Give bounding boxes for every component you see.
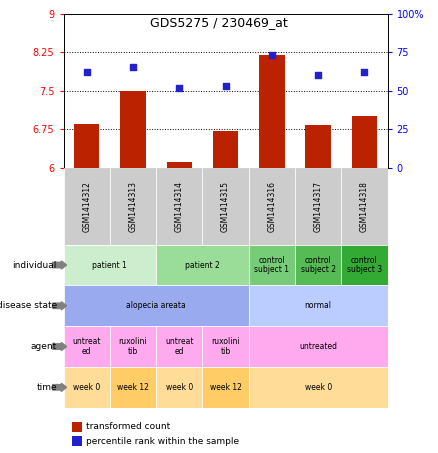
Point [176,84,183,91]
Text: week 12: week 12 [117,383,149,392]
Text: week 12: week 12 [210,383,241,392]
Text: GSM1414312: GSM1414312 [82,181,91,231]
Text: GSM1414316: GSM1414316 [267,181,276,231]
Bar [64,367,110,408]
Text: week 0: week 0 [166,383,193,392]
Bar [295,168,341,245]
Bar [341,245,388,285]
Text: time: time [36,383,57,392]
Text: control
subject 3: control subject 3 [347,255,382,275]
Text: normal: normal [305,301,332,310]
Bar [156,245,249,285]
Text: untreated: untreated [299,342,337,351]
Bar [110,326,156,367]
Bar [202,367,249,408]
Text: GSM1414314: GSM1414314 [175,181,184,231]
Text: GSM1414317: GSM1414317 [314,181,323,231]
Text: transformed count: transformed count [86,422,170,431]
Point [83,68,90,76]
Bar [352,116,377,168]
Text: week 0: week 0 [304,383,332,392]
Bar [249,367,388,408]
Text: week 0: week 0 [73,383,100,392]
Bar [341,168,388,245]
Bar [249,326,388,367]
Bar [295,245,341,285]
Bar [74,124,99,168]
Text: GDS5275 / 230469_at: GDS5275 / 230469_at [150,16,288,29]
Text: ruxolini
tib: ruxolini tib [119,337,147,356]
Bar [156,367,202,408]
Text: agent: agent [31,342,57,351]
Bar [213,130,238,168]
Bar [110,168,156,245]
Bar [249,285,388,326]
Text: control
subject 2: control subject 2 [300,255,336,275]
Text: ruxolini
tib: ruxolini tib [211,337,240,356]
Bar [156,326,202,367]
Bar [64,168,110,245]
Text: alopecia areata: alopecia areata [126,301,186,310]
Text: percentile rank within the sample: percentile rank within the sample [86,437,240,446]
Text: individual: individual [13,260,57,270]
Text: patient 1: patient 1 [92,260,127,270]
Point [222,82,229,90]
Point [268,52,276,59]
Bar [249,168,295,245]
Text: control
subject 1: control subject 1 [254,255,290,275]
Bar [156,168,202,245]
Text: GSM1414318: GSM1414318 [360,181,369,231]
Bar [305,125,331,168]
Bar [166,163,192,168]
Bar [202,326,249,367]
Text: untreat
ed: untreat ed [165,337,194,356]
Text: GSM1414313: GSM1414313 [128,181,138,231]
Text: GSM1414315: GSM1414315 [221,181,230,231]
Bar [202,168,249,245]
Bar [249,245,295,285]
Bar [120,91,146,168]
Text: disease state: disease state [0,301,57,310]
Point [314,72,321,79]
Point [130,64,137,71]
Text: untreat
ed: untreat ed [72,337,101,356]
Bar [64,326,110,367]
Bar [259,55,285,168]
Bar [64,285,249,326]
Bar [110,367,156,408]
Bar [64,245,156,285]
Point [361,68,368,76]
Text: patient 2: patient 2 [185,260,220,270]
